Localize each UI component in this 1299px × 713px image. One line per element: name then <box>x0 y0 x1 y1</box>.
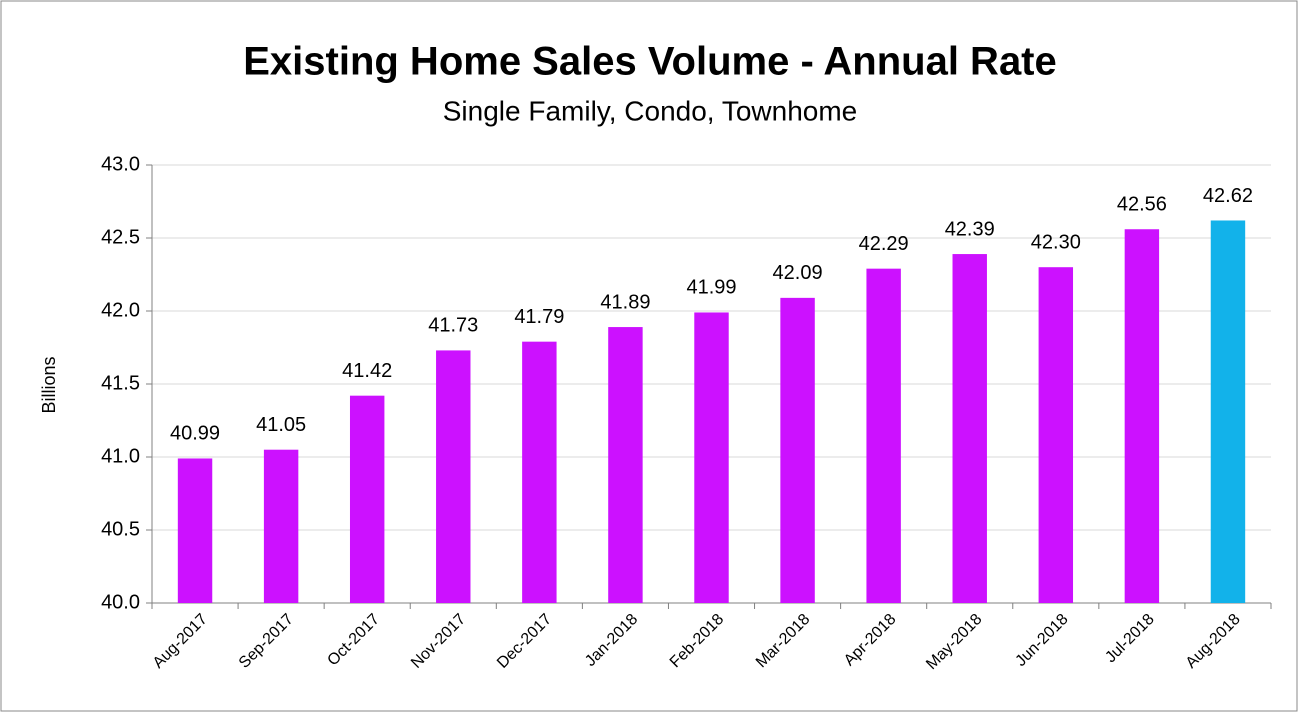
bar <box>436 350 471 603</box>
data-label: 42.29 <box>859 233 909 255</box>
data-label: 41.79 <box>514 306 564 328</box>
bar <box>263 449 299 603</box>
data-label: 41.89 <box>600 291 650 313</box>
data-label: 41.05 <box>256 414 306 436</box>
bar <box>780 297 815 603</box>
data-label: 42.39 <box>945 218 995 240</box>
bar <box>608 327 643 603</box>
data-label: 42.56 <box>1117 194 1167 216</box>
y-tick-label: 42.0 <box>101 299 140 321</box>
data-label: 42.62 <box>1203 185 1253 207</box>
data-label: 40.99 <box>170 423 220 445</box>
y-tick-label: 40.0 <box>101 591 140 613</box>
bar <box>1210 220 1246 604</box>
y-tick-label: 43.0 <box>101 153 140 175</box>
y-tick-label: 41.0 <box>101 445 140 467</box>
bar <box>349 395 385 603</box>
data-label: 41.73 <box>428 315 478 337</box>
chart-subtitle: Single Family, Condo, Townhome <box>443 95 858 126</box>
y-axis-label: Billions <box>39 356 59 413</box>
bar <box>952 254 987 603</box>
data-label: 42.09 <box>773 262 823 284</box>
y-tick-label: 42.5 <box>101 226 140 248</box>
data-label: 41.42 <box>342 360 392 382</box>
y-tick-label: 41.5 <box>101 372 140 394</box>
bar <box>694 312 729 603</box>
data-label: 41.99 <box>686 277 736 299</box>
y-tick-label: 40.5 <box>101 518 140 540</box>
bar <box>522 341 557 603</box>
bar <box>177 458 213 603</box>
chart-title: Existing Home Sales Volume - Annual Rate <box>243 40 1057 84</box>
bar <box>1124 229 1160 604</box>
data-label: 42.30 <box>1031 231 1081 253</box>
bar <box>1038 267 1074 603</box>
bar <box>866 268 901 603</box>
